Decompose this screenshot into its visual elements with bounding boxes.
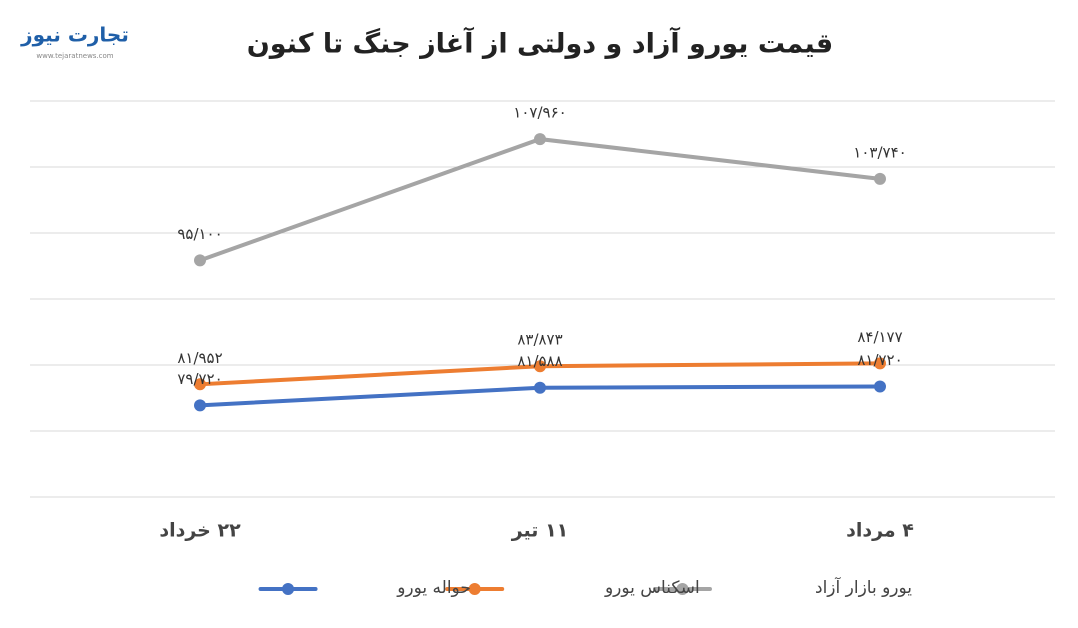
data-label: ۸۳/۸۷۳: [517, 331, 562, 349]
legend-label: یورو بازار آزاد: [815, 576, 912, 598]
data-label: ۸۱/۹۵۲: [177, 349, 222, 367]
data-label: ۱۰۷/۹۶۰: [513, 104, 566, 122]
data-label: ۹۵/۱۰۰: [177, 225, 222, 243]
x-tick-label: ۴ مرداد: [846, 520, 914, 542]
x-tick-label: ۱۱ تیر: [511, 520, 569, 542]
point: [874, 172, 886, 185]
point: [534, 133, 546, 146]
legend-label: حواله یورو: [396, 578, 471, 598]
point: [874, 380, 886, 393]
x-tick-label: ۲۲ خرداد: [159, 520, 241, 542]
point: [194, 399, 206, 412]
data-label: ۱۰۳/۷۴۰: [853, 143, 906, 161]
data-label: ۸۱/۷۲۰: [857, 351, 902, 369]
logo-url: www.tejaratnews.com: [36, 52, 113, 60]
legend-marker: [468, 583, 481, 595]
data-label: ۸۴/۱۷۷: [857, 328, 902, 346]
legend-marker: [676, 583, 689, 595]
data-label: ۷۹/۷۲۰: [177, 370, 222, 388]
point: [534, 360, 546, 373]
point: [534, 381, 546, 394]
legend-label: اسکناس یورو: [604, 578, 700, 598]
point: [194, 254, 206, 267]
logo-name: تجارت نیوز: [20, 23, 129, 47]
point: [874, 357, 886, 370]
chart-title: قیمت یورو آزاد و دولتی از آغاز جنگ تا کن…: [247, 27, 833, 60]
data-label: ۸۱/۵۸۸: [517, 352, 562, 370]
series-line: [198, 137, 882, 263]
point: [194, 378, 206, 391]
legend-marker: [282, 583, 295, 595]
